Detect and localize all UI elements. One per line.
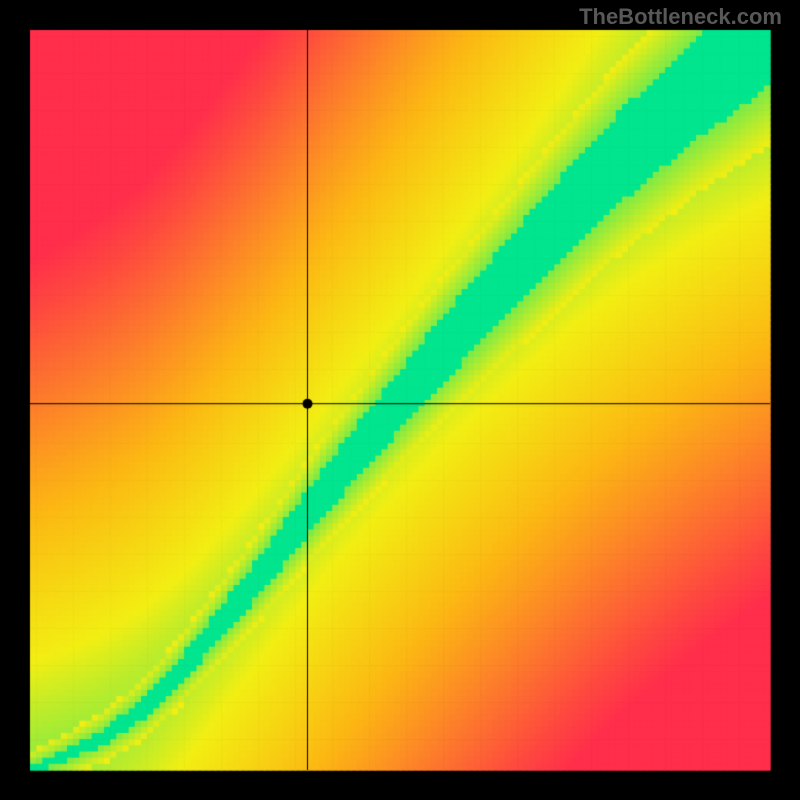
bottleneck-heatmap <box>0 0 800 800</box>
chart-container: TheBottleneck.com <box>0 0 800 800</box>
watermark-label: TheBottleneck.com <box>579 4 782 30</box>
